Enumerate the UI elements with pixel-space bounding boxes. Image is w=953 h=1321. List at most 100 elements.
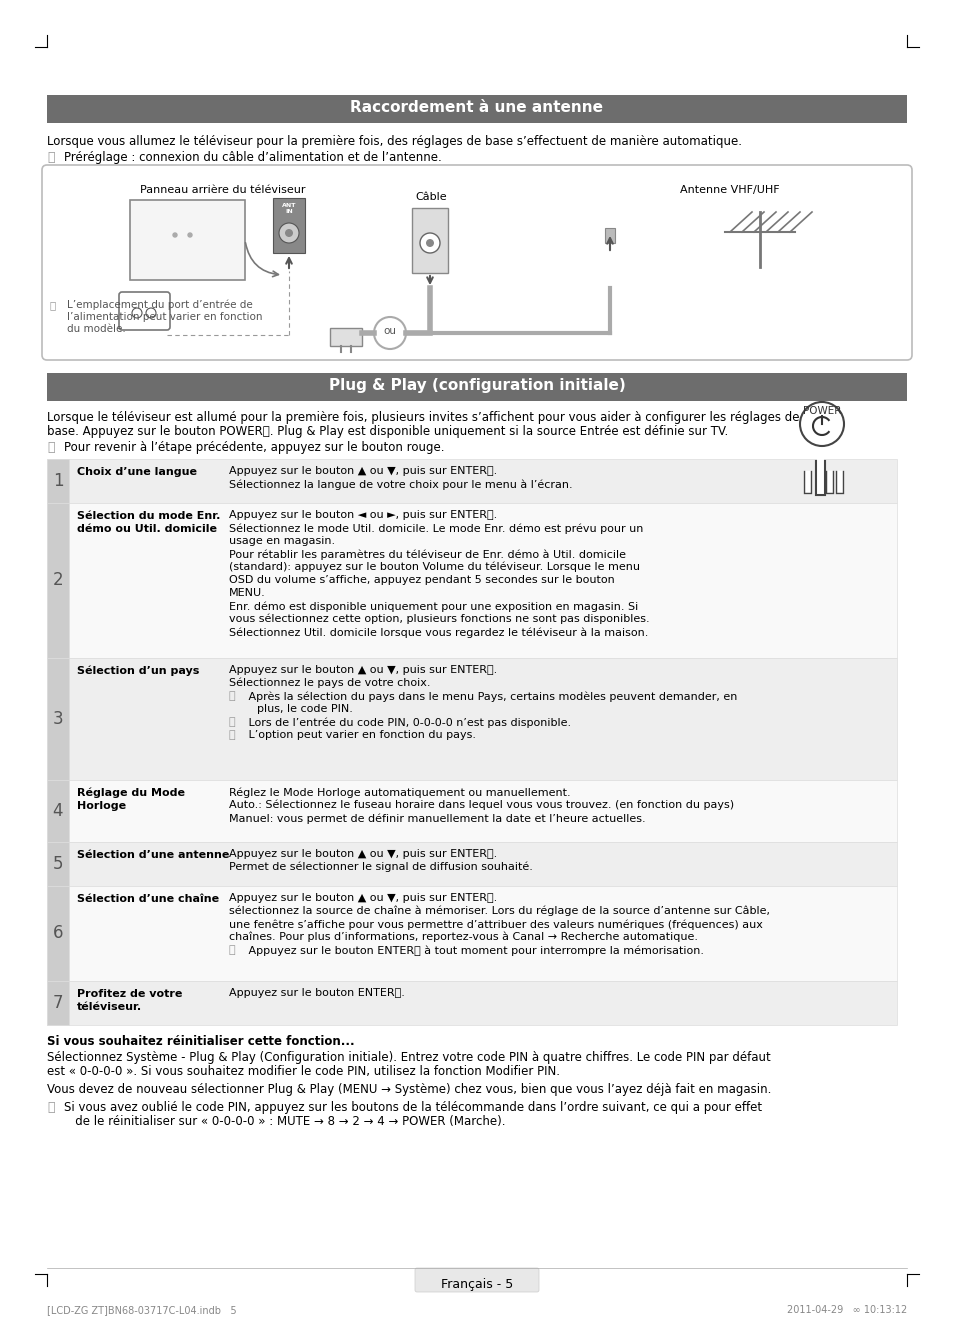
Text: Antenne VHF/UHF: Antenne VHF/UHF [679, 185, 779, 196]
Text: 5: 5 [52, 855, 63, 873]
Text: base. Appuyez sur le bouton POWER⏻. Plug & Play est disponible uniquement si la : base. Appuyez sur le bouton POWER⏻. Plug… [47, 425, 727, 439]
Circle shape [146, 308, 156, 318]
Text: Sélection d’un pays: Sélection d’un pays [77, 666, 199, 676]
Text: Sélection du mode Enr.: Sélection du mode Enr. [77, 511, 220, 520]
Text: 1: 1 [52, 472, 63, 490]
Text: Profitez de votre: Profitez de votre [77, 989, 182, 999]
Text: Manuel: vous permet de définir manuellement la date et l’heure actuelles.: Manuel: vous permet de définir manuellem… [229, 812, 645, 823]
Text: plus, le code PIN.: plus, le code PIN. [229, 704, 353, 713]
Text: Sélection d’une antenne: Sélection d’une antenne [77, 849, 229, 860]
Bar [47, 458, 896, 503]
Text: ⓘ: ⓘ [229, 691, 235, 701]
Bar [273, 198, 305, 254]
Circle shape [188, 232, 192, 236]
Text: Appuyez sur le bouton ▲ ou ▼, puis sur ENTERⓨ.: Appuyez sur le bouton ▲ ou ▼, puis sur E… [229, 664, 497, 675]
Text: une fenêtre s’affiche pour vous permettre d’attribuer des valeurs numériques (fr: une fenêtre s’affiche pour vous permettr… [229, 919, 762, 930]
Text: usage en magasin.: usage en magasin. [229, 536, 335, 546]
Text: de le réinitialiser sur « 0-0-0-0 » : MUTE → 8 → 2 → 4 → POWER (Marche).: de le réinitialiser sur « 0-0-0-0 » : MU… [64, 1115, 505, 1128]
Text: Appuyez sur le bouton ▲ ou ▼, puis sur ENTERⓨ.: Appuyez sur le bouton ▲ ou ▼, puis sur E… [229, 466, 497, 476]
Circle shape [800, 402, 843, 446]
Bar [130, 199, 245, 280]
Text: Choix d’une langue: Choix d’une langue [77, 468, 196, 477]
Text: 3: 3 [52, 709, 63, 728]
Text: ⓘ: ⓘ [47, 441, 54, 454]
Circle shape [426, 239, 434, 247]
Text: Appuyez sur le bouton ▲ ou ▼, puis sur ENTERⓨ.: Appuyez sur le bouton ▲ ou ▼, puis sur E… [229, 893, 497, 904]
Text: 2011-04-29   ∞ 10:13:12: 2011-04-29 ∞ 10:13:12 [786, 1305, 906, 1314]
Bar [47, 779, 69, 841]
Text: OSD du volume s’affiche, appuyez pendant 5 secondes sur le bouton: OSD du volume s’affiche, appuyez pendant… [229, 575, 614, 585]
Text: chaînes. Pour plus d’informations, reportez-vous à Canal → Recherche automatique: chaînes. Pour plus d’informations, repor… [229, 933, 698, 942]
Text: ⓘ: ⓘ [47, 1100, 54, 1114]
Circle shape [132, 308, 142, 318]
Text: est « 0-0-0-0 ». Si vous souhaitez modifier le code PIN, utilisez la fonction Mo: est « 0-0-0-0 ». Si vous souhaitez modif… [47, 1065, 559, 1078]
Text: Sélectionnez le mode Util. domicile. Le mode Enr. démo est prévu pour un: Sélectionnez le mode Util. domicile. Le … [229, 523, 642, 534]
Text: ⓘ: ⓘ [47, 151, 54, 164]
Bar [47, 503, 896, 658]
Text: 2: 2 [52, 571, 63, 589]
Bar [330, 328, 361, 346]
Text: Lorsque le téléviseur est allumé pour la première fois, plusieurs invites s’affi: Lorsque le téléviseur est allumé pour la… [47, 411, 799, 424]
Text: Sélectionnez Util. domicile lorsque vous regardez le téléviseur à la maison.: Sélectionnez Util. domicile lorsque vous… [229, 627, 648, 638]
Circle shape [172, 232, 177, 236]
Text: Panneau arrière du téléviseur: Panneau arrière du téléviseur [140, 185, 305, 196]
Text: Sélectionnez la langue de votre choix pour le menu à l’écran.: Sélectionnez la langue de votre choix po… [229, 480, 572, 490]
Text: Appuyez sur le bouton ENTERⓨ à tout moment pour interrompre la mémorisation.: Appuyez sur le bouton ENTERⓨ à tout mome… [245, 945, 703, 955]
Text: Lorsque vous allumez le téléviseur pour la première fois, des réglages de base s: Lorsque vous allumez le téléviseur pour … [47, 135, 741, 148]
Text: Appuyez sur le bouton ▲ ou ▼, puis sur ENTERⓨ.: Appuyez sur le bouton ▲ ou ▼, puis sur E… [229, 849, 497, 859]
Text: Câble: Câble [415, 192, 446, 202]
Bar [47, 503, 69, 658]
Text: 7: 7 [52, 993, 63, 1012]
Circle shape [419, 232, 439, 254]
Text: Réglage du Mode: Réglage du Mode [77, 789, 185, 798]
Bar [47, 841, 896, 886]
Text: vous sélectionnez cette option, plusieurs fonctions ne sont pas disponibles.: vous sélectionnez cette option, plusieur… [229, 614, 649, 625]
Text: ⓘ: ⓘ [229, 945, 235, 955]
Text: Sélectionnez le pays de votre choix.: Sélectionnez le pays de votre choix. [229, 678, 430, 688]
Bar [47, 886, 69, 982]
Text: Vous devez de nouveau sélectionner Plug & Play (MENU → Système) chez vous, bien : Vous devez de nouveau sélectionner Plug … [47, 1083, 771, 1096]
Text: Préréglage : connexion du câble d’alimentation et de l’antenne.: Préréglage : connexion du câble d’alimen… [64, 151, 441, 164]
Text: Auto.: Sélectionnez le fuseau horaire dans lequel vous vous trouvez. (en fonctio: Auto.: Sélectionnez le fuseau horaire da… [229, 801, 734, 811]
Text: téléviseur.: téléviseur. [77, 1003, 142, 1012]
Text: sélectionnez la source de chaîne à mémoriser. Lors du réglage de la source d’ant: sélectionnez la source de chaîne à mémor… [229, 906, 769, 917]
Text: Sélectionnez Système - Plug & Play (Configuration initiale). Entrez votre code P: Sélectionnez Système - Plug & Play (Conf… [47, 1052, 770, 1063]
Text: ANT
IN: ANT IN [281, 203, 295, 214]
Bar [47, 373, 906, 402]
FancyBboxPatch shape [801, 462, 842, 498]
Text: Enr. démo est disponible uniquement pour une exposition en magasin. Si: Enr. démo est disponible uniquement pour… [229, 601, 638, 612]
Text: MENU.: MENU. [229, 588, 266, 598]
Bar [47, 658, 69, 779]
Bar [47, 886, 896, 982]
Text: ⓘ: ⓘ [50, 300, 56, 310]
Text: ⓘ: ⓘ [229, 731, 235, 740]
Text: Lors de l’entrée du code PIN, 0-0-0-0 n’est pas disponible.: Lors de l’entrée du code PIN, 0-0-0-0 n’… [245, 717, 571, 728]
Text: Pour revenir à l’étape précédente, appuyez sur le bouton rouge.: Pour revenir à l’étape précédente, appuy… [64, 441, 444, 454]
FancyBboxPatch shape [415, 1268, 538, 1292]
Text: ⓘ: ⓘ [229, 717, 235, 727]
Text: Si vous avez oublié le code PIN, appuyez sur les boutons de la télécommande dans: Si vous avez oublié le code PIN, appuyez… [64, 1100, 761, 1114]
Bar [604, 229, 615, 243]
Text: démo ou Util. domicile: démo ou Util. domicile [77, 524, 216, 534]
Text: Sélection d’une chaîne: Sélection d’une chaîne [77, 894, 219, 904]
Bar [47, 458, 69, 503]
Bar [47, 95, 906, 123]
Circle shape [374, 317, 406, 349]
Text: 4: 4 [52, 802, 63, 820]
Text: Pour rétablir les paramètres du téléviseur de Enr. démo à Util. domicile: Pour rétablir les paramètres du télévise… [229, 550, 625, 560]
FancyBboxPatch shape [42, 165, 911, 361]
Bar [47, 658, 896, 779]
Text: Permet de sélectionner le signal de diffusion souhaité.: Permet de sélectionner le signal de diff… [229, 863, 533, 872]
Text: Plug & Play (configuration initiale): Plug & Play (configuration initiale) [328, 378, 625, 394]
Bar [412, 207, 448, 273]
Text: [LCD-ZG ZT]BN68-03717C-L04.indb   5: [LCD-ZG ZT]BN68-03717C-L04.indb 5 [47, 1305, 236, 1314]
Text: 6: 6 [52, 923, 63, 942]
Text: L’emplacement du port d’entrée de
l’alimentation peut varier en fonction
du modè: L’emplacement du port d’entrée de l’alim… [67, 300, 262, 334]
Circle shape [278, 223, 298, 243]
Bar [47, 841, 69, 886]
Text: (standard): appuyez sur le bouton Volume du téléviseur. Lorsque le menu: (standard): appuyez sur le bouton Volume… [229, 561, 639, 572]
Text: POWER: POWER [802, 406, 841, 416]
Bar [47, 779, 896, 841]
Text: Après la sélection du pays dans le menu Pays, certains modèles peuvent demander,: Après la sélection du pays dans le menu … [245, 691, 737, 701]
Text: Réglez le Mode Horloge automatiquement ou manuellement.: Réglez le Mode Horloge automatiquement o… [229, 787, 570, 798]
